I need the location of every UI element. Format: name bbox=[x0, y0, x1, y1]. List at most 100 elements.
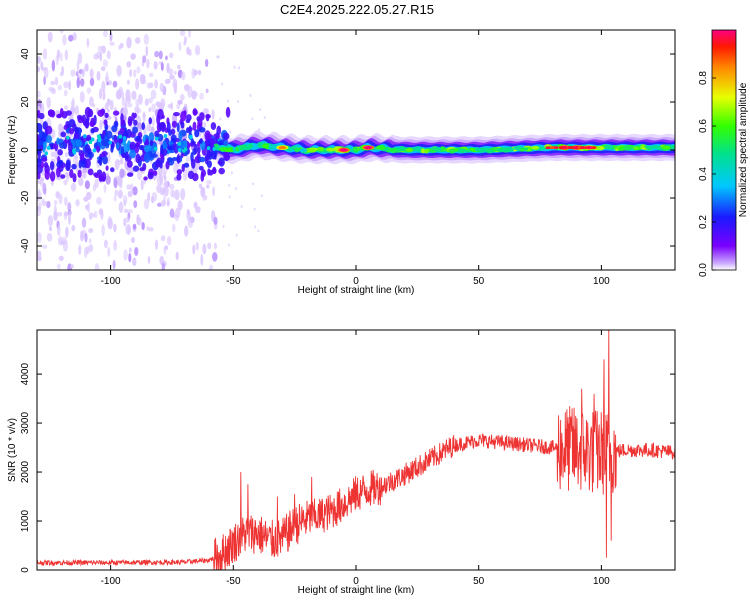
spectrogram-band-blob bbox=[218, 147, 229, 152]
spectrogram-band-blob bbox=[262, 143, 270, 149]
spectrogram-noise-blob bbox=[198, 183, 203, 189]
spectrogram-noise-blob bbox=[46, 232, 53, 242]
spectrogram-noise-blob bbox=[100, 210, 104, 221]
spectrogram-noise-blob bbox=[50, 109, 56, 118]
spectrogram-noise-blob bbox=[87, 168, 94, 176]
spectrogram-noise-blob bbox=[44, 151, 49, 156]
spectrogram-noise-blob bbox=[127, 172, 134, 177]
spectrogram-noise-blob bbox=[53, 210, 58, 221]
spectrogram-noise-blob bbox=[102, 155, 108, 165]
spectrogram-noise-blob bbox=[138, 144, 146, 151]
spectrogram-noise-blob bbox=[192, 108, 198, 116]
spectrogram-noise-blob bbox=[260, 194, 263, 198]
spectrogram-noise-blob bbox=[119, 42, 124, 49]
spectrogram-noise-blob bbox=[79, 78, 85, 87]
spectrogram-noise-blob bbox=[73, 154, 79, 167]
spectrogram-noise-blob bbox=[86, 201, 91, 213]
spectrogram-noise-blob bbox=[65, 135, 70, 140]
spectrogram-noise-blob bbox=[47, 215, 54, 227]
spectrogram-noise-blob bbox=[84, 143, 91, 154]
spectrogram-noise-blob bbox=[112, 80, 118, 88]
spectrogram-band-blob bbox=[537, 146, 545, 151]
spectrogram-noise-blob bbox=[119, 168, 125, 179]
spectrogram-noise-blob bbox=[160, 61, 164, 71]
spectrogram-noise-blob bbox=[211, 167, 217, 175]
spectrogram-noise-blob bbox=[85, 246, 90, 255]
spectrogram-noise-blob bbox=[101, 80, 106, 93]
spectrogram-noise-blob bbox=[94, 173, 100, 179]
snr-y-tick-label: 2000 bbox=[20, 460, 31, 483]
spectrogram-noise-blob bbox=[113, 223, 117, 233]
spectrogram-noise-blob bbox=[163, 133, 168, 138]
spectrogram-noise-blob bbox=[186, 208, 190, 215]
spectrogram-noise-blob bbox=[195, 206, 201, 214]
spectrogram-peak bbox=[585, 146, 590, 149]
spectrogram-noise-blob bbox=[129, 149, 136, 159]
spectrogram-noise-blob bbox=[160, 200, 166, 207]
spectrogram-noise-blob bbox=[198, 126, 206, 133]
snr-x-tick-label: -50 bbox=[226, 576, 241, 587]
spectrogram-noise-blob bbox=[198, 156, 206, 163]
spectrogram-noise-blob bbox=[86, 38, 90, 48]
spectrogram-noise-blob bbox=[45, 135, 53, 144]
spectrogram-noise-blob bbox=[68, 80, 71, 91]
spectrogram-noise-blob bbox=[192, 244, 196, 255]
spectrogram-noise-blob bbox=[257, 229, 260, 233]
spectrogram-noise-blob bbox=[170, 189, 174, 198]
spectrogram-noise-blob bbox=[56, 166, 61, 178]
spectrogram-noise-blob bbox=[188, 30, 191, 38]
spectrogram-noise-blob bbox=[183, 110, 187, 116]
spectrogram-noise-blob bbox=[176, 122, 180, 133]
spectrogram-noise-blob bbox=[43, 75, 46, 86]
spectrogram-noise-blob bbox=[134, 37, 141, 44]
spectrogram-noise-blob bbox=[230, 171, 233, 175]
spectrogram-noise-blob bbox=[74, 105, 79, 116]
spectrogram-noise-blob bbox=[64, 196, 68, 206]
spectrogram-noise-blob bbox=[100, 135, 105, 140]
spectrogram-noise-blob bbox=[102, 30, 108, 38]
spectrogram-noise-blob bbox=[130, 183, 134, 192]
spectrogram-noise-blob bbox=[177, 99, 183, 105]
spectrogram-noise-blob bbox=[76, 76, 81, 89]
spectrogram-noise-blob bbox=[70, 106, 77, 114]
spectrogram-noise-blob bbox=[98, 173, 103, 182]
spectrogram-noise-blob bbox=[102, 59, 109, 67]
spectrogram-noise-blob bbox=[84, 106, 92, 118]
spectrogram-noise-blob bbox=[142, 55, 147, 63]
spectrogram-noise-blob bbox=[56, 113, 62, 119]
spectrogram-noise-blob bbox=[67, 209, 72, 216]
spectrogram-noise-blob bbox=[166, 121, 171, 133]
spectrogram-noise-blob bbox=[199, 112, 205, 121]
spectrogram-noise-blob bbox=[37, 140, 45, 146]
spectrogram-noise-blob bbox=[94, 263, 100, 270]
colorbar-label: Normalized spectral amplitude bbox=[738, 82, 749, 217]
snr-panel: -100 -50 0 50 100 0 1000 2000 3000 4000 Height o… bbox=[7, 329, 676, 596]
spectrogram-noise-blob bbox=[89, 96, 94, 107]
spectrogram-noise-blob bbox=[127, 208, 133, 214]
spectrogram-noise-blob bbox=[208, 264, 214, 270]
spectrogram-noise-blob bbox=[148, 72, 154, 78]
spectrogram-band-blob bbox=[316, 146, 325, 152]
spectrogram-noise-blob bbox=[63, 89, 68, 97]
spectrogram-noise-blob bbox=[93, 53, 99, 60]
spectrogram-noise-blob bbox=[72, 173, 77, 183]
spectrogram-noise-blob bbox=[118, 134, 123, 139]
spectrogram-noise-blob bbox=[127, 190, 133, 198]
spectrogram-noise-blob bbox=[148, 82, 154, 89]
snr-y-tick-label: 3000 bbox=[20, 412, 31, 435]
spectrogram-noise-blob bbox=[57, 211, 63, 217]
spectrogram-peak bbox=[550, 146, 555, 149]
spectrogram-noise-blob bbox=[160, 235, 166, 242]
spectrogram-noise-blob bbox=[113, 134, 118, 144]
spectrogram-noise-blob bbox=[78, 179, 84, 185]
spectrogram-noise-blob bbox=[126, 79, 130, 85]
spectrogram-noise-blob bbox=[132, 186, 138, 196]
spectrogram-noise-blob bbox=[112, 110, 120, 116]
spectrogram-noise-blob bbox=[85, 191, 92, 200]
spectrogram-noise-blob bbox=[213, 242, 218, 250]
spectrogram-noise-blob bbox=[132, 126, 139, 134]
spectrogram-noise-blob bbox=[106, 130, 113, 139]
spectrogram-noise-blob bbox=[74, 148, 81, 153]
spectrogram-peak bbox=[568, 146, 573, 149]
spectrogram-noise-blob bbox=[75, 139, 83, 148]
